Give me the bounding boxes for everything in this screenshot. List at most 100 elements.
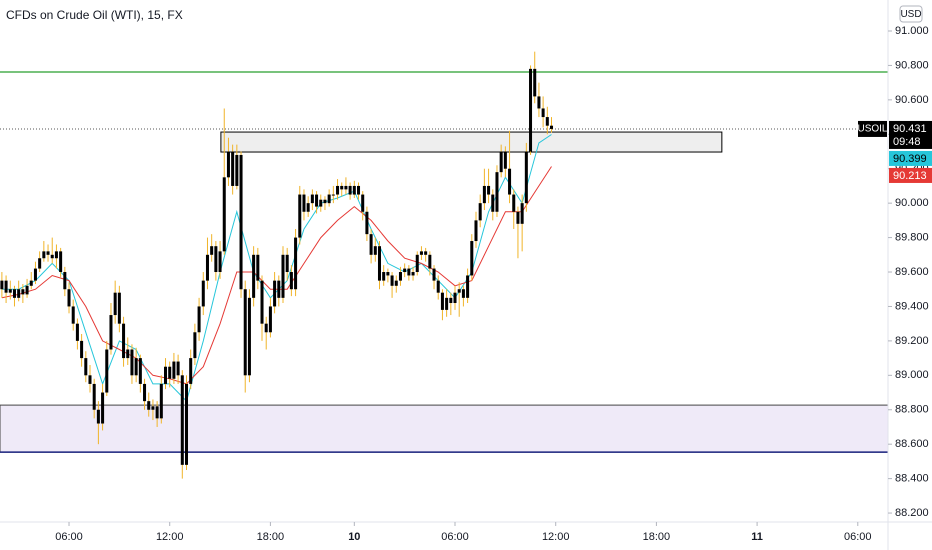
candle-body — [449, 297, 453, 304]
candle-body — [369, 234, 373, 255]
candle-body — [88, 375, 92, 384]
candle-body — [281, 254, 285, 298]
candle-body — [164, 366, 168, 384]
candle-body — [424, 251, 428, 255]
x-tick-label: 18:00 — [257, 531, 285, 543]
x-tick-label: 06:00 — [844, 531, 872, 543]
ma-label: 90.213 — [893, 170, 927, 182]
candle-body — [357, 185, 361, 195]
candle-body — [487, 185, 491, 195]
candle-body — [126, 349, 130, 359]
candle-body — [298, 194, 302, 238]
y-tick-label: 89.800 — [895, 231, 929, 243]
candle-body — [21, 289, 25, 295]
candle-body — [302, 194, 306, 212]
candle-body — [550, 125, 554, 129]
candle-body — [134, 358, 138, 376]
candle-body — [38, 258, 42, 269]
candle-body — [277, 280, 281, 298]
candle-body — [59, 251, 63, 273]
zone — [0, 404, 889, 453]
candle-body — [12, 289, 16, 298]
y-tick-label: 88.800 — [895, 404, 929, 416]
candle-body — [151, 406, 155, 410]
candle-body — [226, 151, 230, 178]
candle-body — [264, 323, 268, 333]
y-tick-label: 90.800 — [895, 59, 929, 71]
candle-body — [130, 349, 134, 376]
currency-box[interactable] — [899, 5, 923, 23]
chart-title: CFDs on Crude Oil (WTI), 15, FX — [6, 8, 183, 22]
candle-body — [273, 280, 277, 307]
candle-body — [8, 289, 12, 293]
candle-body — [390, 275, 394, 286]
candle-body — [445, 297, 449, 310]
candle-body — [537, 96, 541, 109]
candle-body — [285, 254, 289, 273]
candle-body — [327, 194, 331, 204]
candle-body — [407, 268, 411, 276]
candle-body — [113, 292, 117, 316]
candle-body — [147, 401, 151, 410]
candle-body — [453, 292, 457, 304]
candle-body — [122, 323, 126, 359]
candle-body — [84, 358, 88, 376]
candle-body — [172, 361, 176, 379]
candle-body — [109, 315, 113, 350]
candle-body — [436, 280, 440, 293]
candle-body — [352, 185, 356, 195]
candle-body — [541, 108, 545, 118]
candle-body — [340, 185, 344, 190]
candle-body — [252, 254, 256, 298]
candle-body — [235, 154, 239, 186]
ma-tag — [889, 167, 932, 183]
candle-body — [168, 366, 172, 379]
symbol-tag — [858, 120, 887, 137]
candle-body — [117, 292, 121, 324]
candle-body — [533, 68, 537, 97]
y-tick-label: 88.200 — [895, 507, 929, 519]
candle-body — [33, 268, 37, 281]
candle-body — [201, 280, 205, 307]
candle-body — [545, 117, 549, 126]
candle-body — [210, 246, 214, 255]
candle-body — [189, 358, 193, 384]
candle-body — [516, 211, 520, 224]
candle-body — [50, 254, 54, 259]
x-tick-label: 06:00 — [55, 531, 83, 543]
candle-body — [466, 275, 470, 298]
price-label: 90.431 — [893, 123, 927, 135]
candle-body — [491, 194, 495, 212]
candle-body — [105, 349, 109, 393]
candle-body — [218, 251, 222, 273]
candle-body — [289, 272, 293, 290]
candle-body — [482, 185, 486, 204]
candle-body — [415, 254, 419, 273]
candle-body — [524, 151, 528, 204]
candle-body — [331, 194, 335, 196]
x-tick-label: 11 — [751, 531, 763, 543]
candle-body — [495, 172, 499, 212]
candle-body — [143, 383, 147, 402]
candle-body — [361, 194, 365, 212]
x-tick-label: 12:00 — [156, 531, 184, 543]
candle-body — [310, 194, 314, 204]
currency: USD — [900, 9, 921, 20]
candle-body — [256, 254, 260, 281]
y-tick-label: 89.600 — [895, 266, 929, 278]
candle-body — [512, 194, 516, 212]
candle-body — [323, 199, 327, 204]
candle-body — [96, 409, 100, 424]
candle-body — [67, 289, 71, 307]
ma-tag — [889, 150, 932, 166]
candle-body — [214, 246, 218, 273]
candle-body — [222, 177, 226, 252]
ma-label: 90.399 — [893, 153, 927, 165]
candle-body — [42, 251, 46, 259]
candle-body — [71, 306, 75, 324]
candle-body — [101, 392, 105, 424]
candle-body — [470, 241, 474, 276]
candle-body — [138, 358, 142, 384]
